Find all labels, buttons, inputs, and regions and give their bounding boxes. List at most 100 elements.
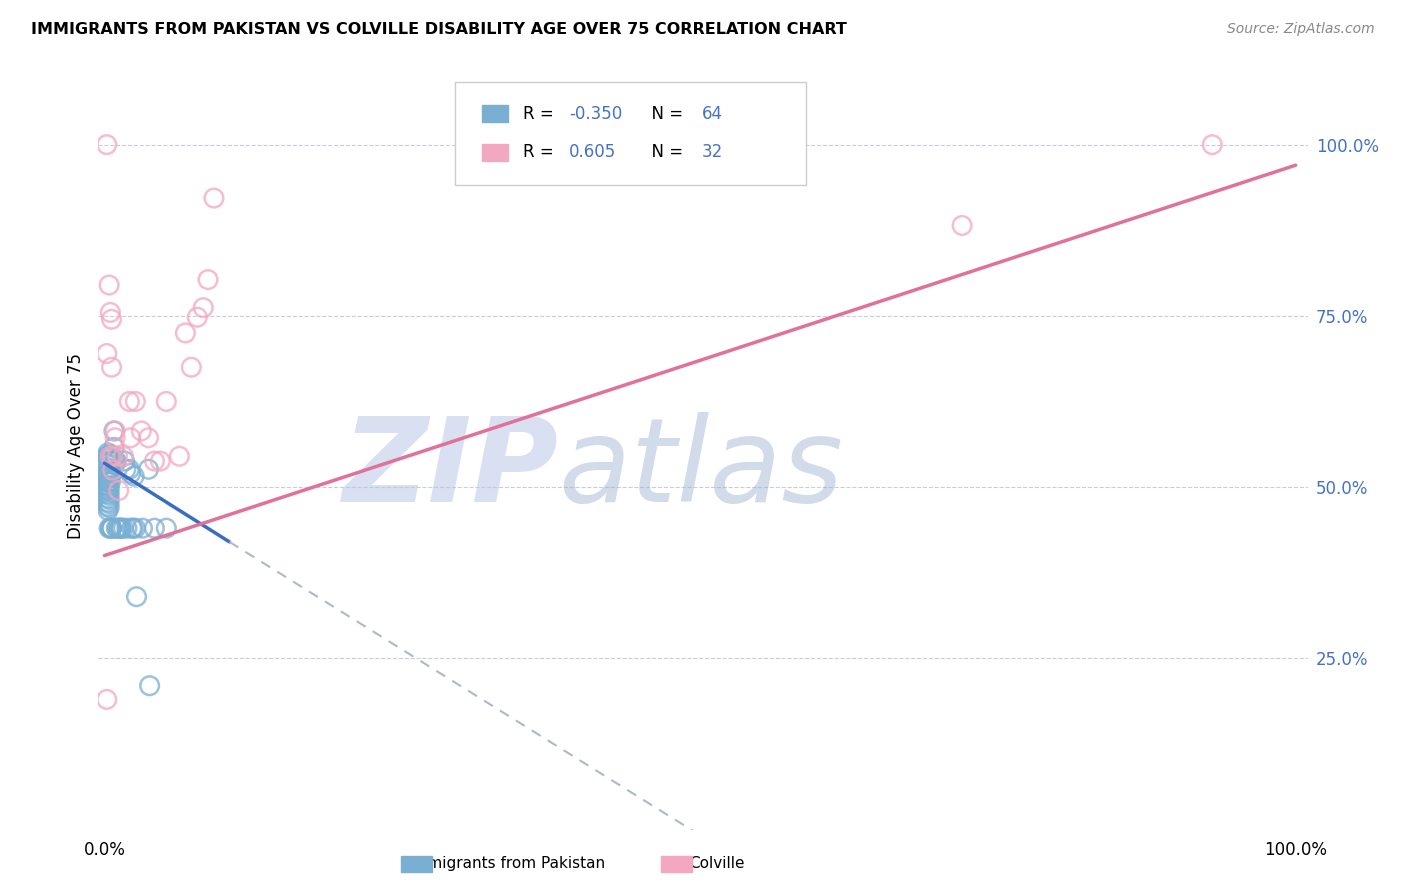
Point [118, 462, 141, 476]
Point [105, 521, 128, 535]
Point [97, 467, 120, 482]
Point [96, 472, 118, 486]
FancyBboxPatch shape [456, 81, 806, 186]
Point [98, 488, 121, 502]
Point [97, 491, 120, 505]
Point [98, 278, 121, 293]
Point [104, 454, 127, 468]
Point [103, 441, 125, 455]
Point [98, 305, 121, 319]
Point [97, 451, 120, 466]
Point [98, 484, 121, 499]
Y-axis label: Disability Age Over 75: Disability Age Over 75 [66, 353, 84, 539]
Point [98, 448, 121, 462]
Point [97, 479, 120, 493]
Point [120, 467, 142, 481]
Point [155, 521, 177, 535]
Point [98, 496, 121, 510]
Point [97, 500, 120, 514]
Point [110, 521, 132, 535]
Point [107, 521, 129, 535]
Point [103, 424, 125, 438]
Point [100, 448, 122, 462]
Point [197, 272, 219, 286]
Point [1201, 137, 1223, 152]
Text: atlas: atlas [558, 412, 844, 526]
Point [98, 470, 121, 484]
Point [118, 394, 141, 409]
Text: 64: 64 [702, 105, 723, 123]
Point [107, 521, 129, 535]
Point [115, 521, 138, 535]
Point [97, 503, 120, 517]
Point [169, 450, 191, 464]
Point [138, 462, 160, 476]
Point [131, 521, 153, 535]
Text: R =: R = [523, 144, 558, 161]
Text: 0.605: 0.605 [569, 144, 616, 161]
Point [98, 500, 121, 515]
Point [143, 521, 166, 535]
Point [122, 469, 145, 483]
Point [98, 450, 121, 464]
Point [950, 219, 973, 233]
Point [98, 521, 121, 535]
Point [114, 462, 136, 476]
Point [98, 454, 121, 468]
Point [193, 301, 215, 315]
Point [100, 521, 122, 535]
Point [100, 360, 122, 375]
Point [96, 346, 118, 360]
Text: R =: R = [523, 105, 558, 123]
Text: Source: ZipAtlas.com: Source: ZipAtlas.com [1227, 22, 1375, 37]
Point [105, 454, 128, 468]
Point [122, 521, 145, 535]
Point [104, 424, 127, 438]
Text: Colville: Colville [689, 856, 745, 871]
Point [174, 326, 197, 340]
Point [124, 521, 146, 535]
Point [112, 521, 135, 535]
Text: Immigrants from Pakistan: Immigrants from Pakistan [408, 856, 605, 871]
Point [96, 456, 118, 470]
Point [112, 450, 135, 464]
Text: N =: N = [641, 144, 689, 161]
Point [100, 521, 122, 535]
Point [98, 475, 121, 490]
Point [143, 454, 166, 468]
FancyBboxPatch shape [482, 144, 509, 161]
Point [98, 464, 121, 478]
Point [101, 454, 124, 468]
Point [138, 431, 160, 445]
Point [97, 461, 120, 475]
Point [125, 590, 148, 604]
Text: IMMIGRANTS FROM PAKISTAN VS COLVILLE DISABILITY AGE OVER 75 CORRELATION CHART: IMMIGRANTS FROM PAKISTAN VS COLVILLE DIS… [31, 22, 846, 37]
Point [101, 463, 124, 477]
Point [97, 487, 120, 501]
Text: ZIP: ZIP [342, 411, 558, 526]
Point [100, 521, 122, 535]
Text: -0.350: -0.350 [569, 105, 621, 123]
Point [108, 521, 131, 535]
Point [101, 450, 124, 464]
Text: 32: 32 [702, 144, 723, 161]
Point [104, 431, 127, 445]
Point [96, 692, 118, 706]
Point [120, 431, 142, 445]
Point [97, 446, 120, 460]
Point [96, 450, 118, 464]
Point [96, 137, 118, 152]
Point [97, 475, 120, 489]
Point [180, 360, 202, 375]
Point [100, 312, 122, 326]
Point [138, 679, 160, 693]
Point [98, 480, 121, 494]
Point [114, 454, 136, 468]
Point [98, 475, 121, 490]
Point [149, 454, 172, 468]
Text: N =: N = [641, 105, 689, 123]
Point [155, 394, 177, 409]
Point [98, 492, 121, 507]
Point [131, 424, 153, 438]
Point [98, 465, 121, 479]
